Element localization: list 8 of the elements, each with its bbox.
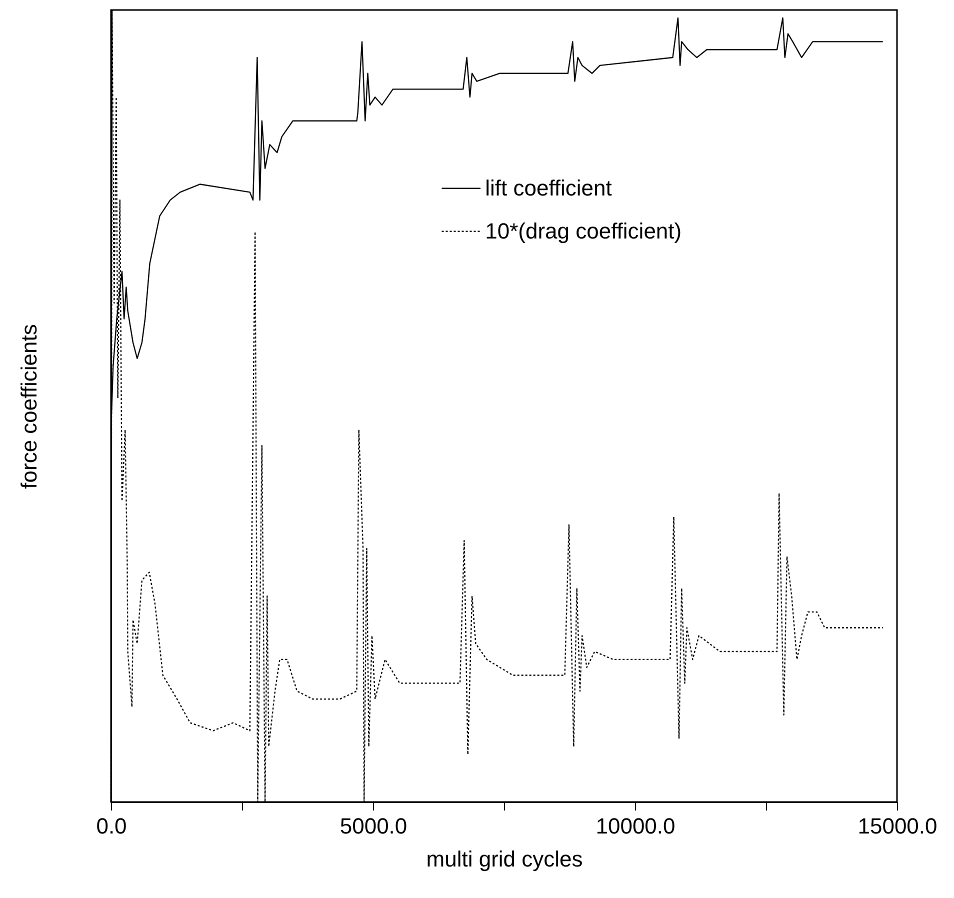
legend-label: 10*(drag coefficient): [485, 218, 682, 244]
x-tick-label: 5000.0: [340, 814, 408, 838]
x-axis-title: multi grid cycles: [426, 846, 583, 872]
x-tick-label: 10000.0: [596, 814, 676, 838]
y-axis-title: force coefficients: [16, 324, 42, 489]
legend-label: lift coefficient: [485, 175, 612, 200]
x-tick-label: 15000.0: [858, 814, 938, 838]
x-tick-label: 0.0: [96, 814, 127, 838]
